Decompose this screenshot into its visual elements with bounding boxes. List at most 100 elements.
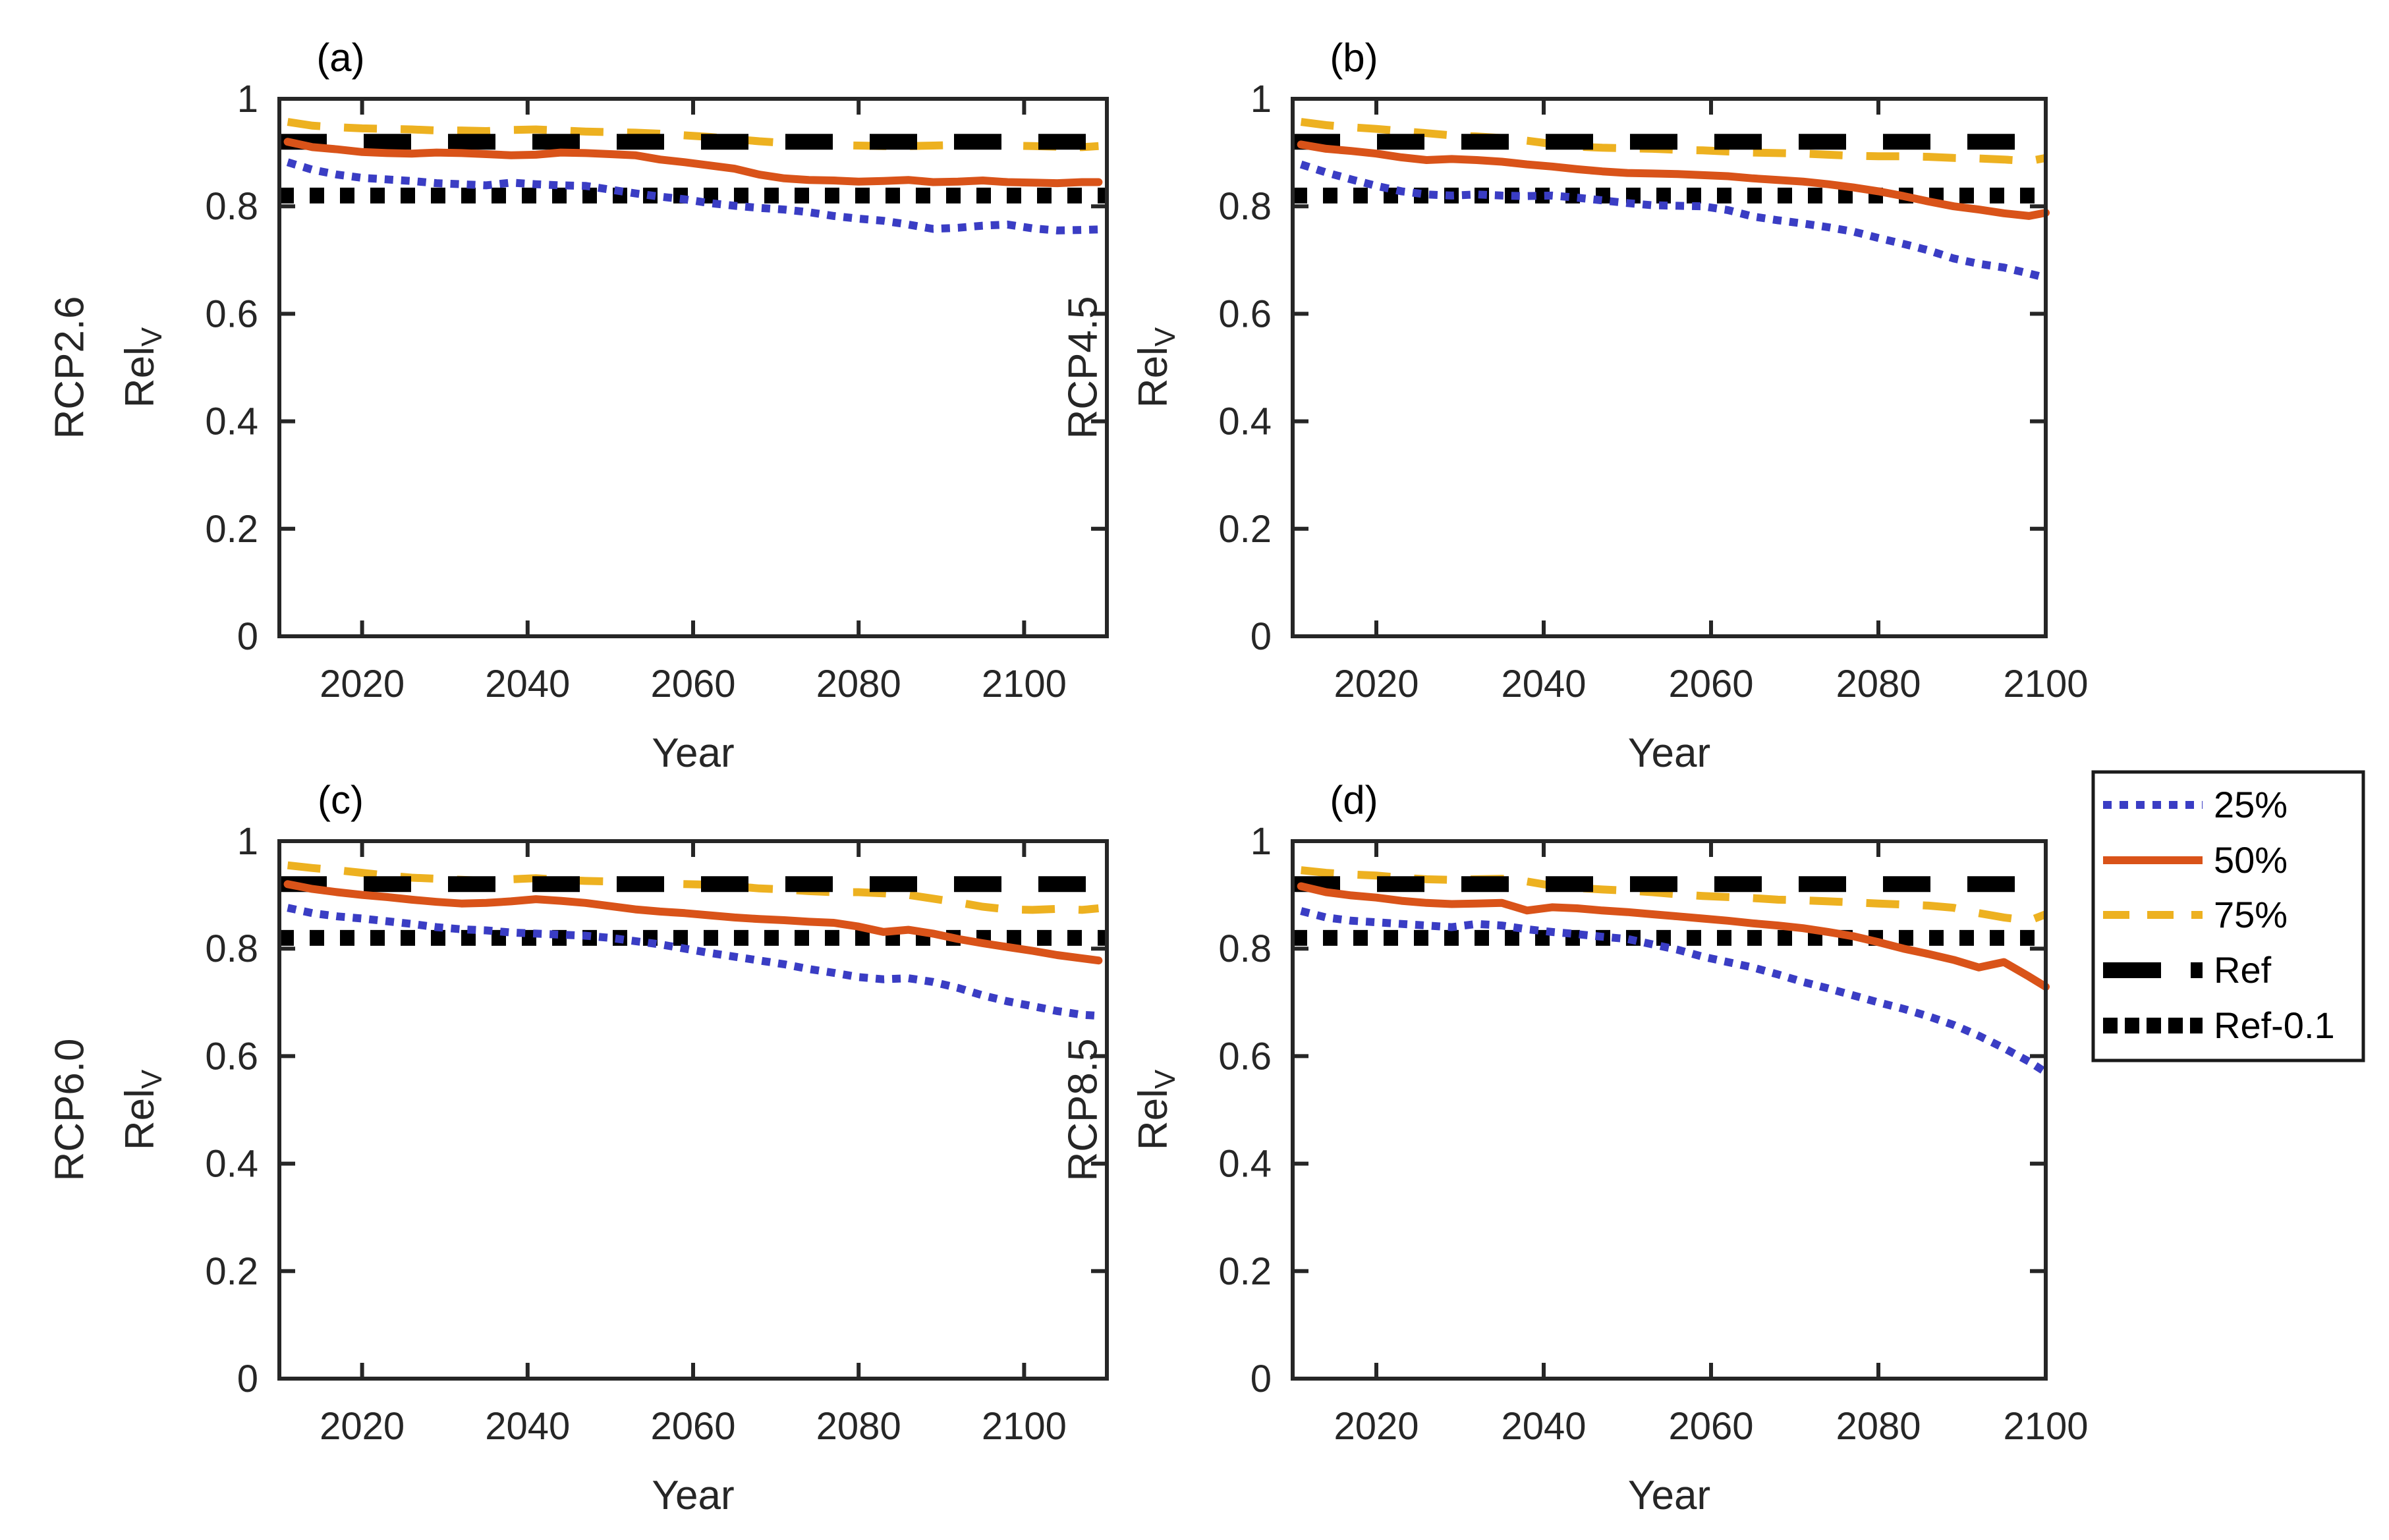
- rcp-row-label: RCP4.5: [1061, 296, 1106, 439]
- legend-label-75pct: 75%: [2214, 894, 2288, 935]
- y-tick-label: 0.4: [1218, 400, 1272, 443]
- x-tick-label: 2100: [982, 1405, 1067, 1448]
- y-axis-label: RelV: [117, 327, 168, 408]
- y-tick-label: 1: [237, 78, 258, 121]
- legend-entry-ref-minus-0.1: Ref-0.1: [2103, 1004, 2335, 1046]
- panel-title: (c): [318, 778, 364, 822]
- x-tick-label: 2020: [320, 663, 405, 705]
- series-line-50pct: [283, 880, 1103, 965]
- plot-frame: [1291, 839, 2048, 1381]
- x-tick-label: 2100: [2003, 1405, 2088, 1448]
- x-tick-label: 2080: [1836, 663, 1921, 705]
- y-axis-label: RelV: [1131, 1069, 1181, 1150]
- x-tick-label: 2040: [485, 663, 570, 705]
- legend-entry-ref: Ref: [2103, 949, 2272, 991]
- rcp-row-label: RCP8.5: [1061, 1038, 1106, 1181]
- panel-a: 2020 2040 2060 2080 2100 0 0.2 0.4 0.6 0.8 1 (a) Yea…: [47, 36, 1109, 776]
- x-tick-label: 2080: [816, 1405, 901, 1448]
- series-line-75pct: [1300, 118, 2047, 165]
- y-tick-label: 0: [237, 615, 258, 658]
- y-tick-label: 1: [237, 820, 258, 863]
- series-line-25pct: [286, 158, 1099, 234]
- x-tick-label: 2080: [1836, 1405, 1921, 1448]
- y-tick-label: 0.6: [205, 292, 258, 335]
- x-tick-label: 2060: [650, 663, 735, 705]
- x-tick-label: 2100: [982, 663, 1067, 705]
- y-tick-label: 0.2: [1218, 508, 1272, 551]
- y-tick-label: 0.2: [205, 1250, 258, 1293]
- y-tick-label: 0.6: [1218, 1035, 1272, 1078]
- panel-b: 2020 2040 2060 2080 2100 0 0.2 0.4 0.6 0.8 1 (b) Yea…: [1061, 36, 2089, 776]
- legend-entry-75pct: 75%: [2103, 894, 2288, 935]
- x-tick-label: 2080: [816, 663, 901, 705]
- series-line-75pct: [1301, 866, 2048, 925]
- legend-label-50pct: 50%: [2214, 839, 2288, 881]
- y-tick-label: 0.4: [205, 1143, 258, 1186]
- y-axis-label-main: Rel: [1131, 346, 1176, 408]
- series-line-75pct: [287, 861, 1099, 914]
- y-tick-label: 1: [1251, 78, 1272, 121]
- x-tick-label: 2060: [650, 1405, 735, 1448]
- x-tick-label: 2020: [320, 1405, 405, 1448]
- legend: 25% 50% 75% Ref Ref-0.1: [2091, 770, 2365, 1062]
- series-line-25pct: [287, 904, 1099, 1020]
- x-axis-label: Year: [652, 1473, 734, 1518]
- x-tick-label: 2040: [1501, 663, 1586, 705]
- series-line-25pct: [1300, 907, 2048, 1076]
- legend-entry-50pct: 50%: [2103, 839, 2288, 881]
- y-tick-label: 0.2: [1218, 1250, 1272, 1293]
- panel-title: (a): [316, 36, 364, 80]
- panel-c: 2020 2040 2060 2080 2100 0 0.2 0.4 0.6 0.8 1 (c) Yea…: [47, 778, 1109, 1518]
- y-tick-label: 0.8: [1218, 927, 1272, 970]
- x-tick-label: 2040: [485, 1405, 570, 1448]
- x-tick-label: 2020: [1334, 663, 1419, 705]
- legend-label-ref-minus-0.1: Ref-0.1: [2214, 1004, 2335, 1046]
- panel-d: 2020 2040 2060 2080 2100 0 0.2 0.4 0.6 0.8 1 (d) Yea…: [1061, 778, 2089, 1518]
- y-axis-label: RelV: [117, 1069, 168, 1150]
- y-tick-label: 0: [1251, 1358, 1272, 1400]
- x-axis-label: Year: [652, 730, 734, 776]
- y-tick-label: 0: [1251, 615, 1272, 658]
- series-line-50pct: [1297, 140, 2050, 220]
- y-tick-label: 0.8: [205, 927, 258, 970]
- x-axis-label: Year: [1628, 730, 1710, 776]
- y-axis-label-main: Rel: [117, 346, 163, 408]
- legend-box: [2091, 770, 2365, 1062]
- y-tick-label: 0.6: [205, 1035, 258, 1078]
- legend-entry-25pct: 25%: [2103, 784, 2288, 825]
- y-tick-label: 0.8: [1218, 185, 1272, 228]
- y-tick-label: 0.4: [1218, 1143, 1272, 1186]
- rcp-row-label: RCP2.6: [47, 296, 93, 439]
- x-axis-label: Year: [1628, 1473, 1710, 1518]
- y-tick-label: 0.6: [1218, 292, 1272, 335]
- x-tick-label: 2040: [1501, 1405, 1586, 1448]
- legend-label-25pct: 25%: [2214, 784, 2288, 825]
- y-axis-label-main: Rel: [117, 1089, 163, 1150]
- y-tick-label: 0.8: [205, 185, 258, 228]
- x-tick-label: 2100: [2003, 663, 2088, 705]
- y-axis-label: RelV: [1131, 327, 1181, 408]
- y-axis-label-main: Rel: [1131, 1089, 1176, 1150]
- legend-label-ref: Ref: [2214, 949, 2272, 991]
- y-axis-label-subscript: V: [1149, 327, 1181, 346]
- y-axis-label-subscript: V: [136, 1069, 168, 1089]
- x-tick-label: 2060: [1668, 663, 1753, 705]
- y-axis-label-subscript: V: [136, 327, 168, 346]
- x-tick-label: 2020: [1334, 1405, 1419, 1448]
- y-tick-label: 0.4: [205, 400, 258, 443]
- x-tick-label: 2060: [1668, 1405, 1753, 1448]
- panel-title: (d): [1330, 778, 1378, 822]
- y-tick-label: 1: [1251, 820, 1272, 863]
- rcp-row-label: RCP6.0: [47, 1038, 93, 1181]
- series-line-50pct: [283, 138, 1103, 188]
- y-tick-label: 0.2: [205, 508, 258, 551]
- panel-title: (b): [1330, 36, 1378, 80]
- y-tick-label: 0: [237, 1358, 258, 1400]
- y-axis-label-subscript: V: [1149, 1069, 1181, 1089]
- series-line-50pct: [1297, 882, 2050, 991]
- series-line-25pct: [1299, 160, 2047, 282]
- plot-frame: [1291, 97, 2048, 638]
